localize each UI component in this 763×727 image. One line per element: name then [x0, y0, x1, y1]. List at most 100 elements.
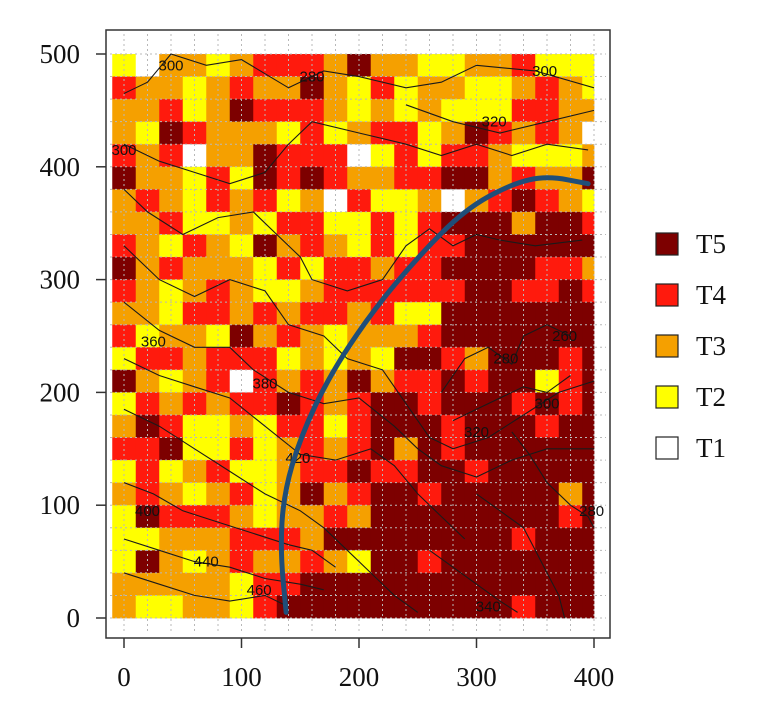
- heatmap-cell: [206, 595, 231, 619]
- heatmap-cell: [300, 347, 325, 371]
- heatmap-cell: [441, 166, 466, 190]
- heatmap-cell: [558, 392, 583, 416]
- heatmap-cell: [558, 279, 583, 303]
- heatmap-cell: [488, 392, 513, 416]
- heatmap-cell: [182, 257, 207, 280]
- heatmap-cell: [535, 257, 560, 280]
- heatmap-cell: [253, 257, 278, 280]
- legend-label: T5: [696, 229, 726, 259]
- heatmap-cell: [112, 76, 137, 100]
- heatmap-cell: [511, 257, 536, 280]
- heatmap-cell: [582, 324, 595, 348]
- contour-line: [123, 121, 589, 185]
- heatmap-cell: [112, 595, 137, 619]
- heatmap-cell: [229, 369, 254, 393]
- heatmap-cell: [206, 302, 231, 326]
- contour-line: [452, 375, 571, 422]
- heatmap-cell: [182, 414, 207, 438]
- heatmap-cell: [112, 392, 137, 416]
- y-tick-label: 100: [40, 490, 81, 520]
- heatmap-cell: [582, 414, 595, 438]
- contour-label: 460: [247, 582, 272, 599]
- heatmap-cell: [253, 505, 278, 529]
- heatmap-cell: [370, 550, 395, 574]
- heatmap-cell: [135, 279, 160, 303]
- contour-label: 260: [552, 328, 577, 345]
- heatmap-cell: [511, 550, 536, 574]
- heatmap-cell: [229, 392, 254, 416]
- heatmap-cell: [511, 460, 536, 484]
- x-tick-label: 200: [339, 662, 380, 692]
- heatmap-cell: [182, 505, 207, 529]
- heatmap-cell: [135, 324, 160, 348]
- heatmap-cell: [464, 414, 489, 438]
- heatmap-cell: [253, 392, 278, 416]
- heatmap-cell: [582, 76, 595, 100]
- heatmap-cell: [229, 166, 254, 190]
- heatmap-cell: [370, 211, 395, 235]
- heatmap-cell: [182, 324, 207, 348]
- heatmap-cell: [347, 257, 372, 280]
- x-tick-label: 300: [456, 662, 497, 692]
- heatmap-cell: [558, 257, 583, 280]
- heatmap-cell: [535, 211, 560, 235]
- heatmap-cell: [253, 595, 278, 619]
- heatmap-cell: [535, 302, 560, 326]
- heatmap-cell: [441, 550, 466, 574]
- contour-line: [123, 189, 583, 292]
- contour-label: 300: [532, 63, 557, 80]
- heatmap-cell: [135, 302, 160, 326]
- heatmap-cell: [276, 414, 301, 438]
- heatmap-cell: [253, 550, 278, 574]
- heatmap-cell: [464, 279, 489, 303]
- heatmap-cell: [417, 166, 442, 190]
- heatmap-cell: [535, 505, 560, 529]
- heatmap-cell: [417, 76, 442, 100]
- heatmap-cell: [276, 166, 301, 190]
- heatmap-cell: [135, 595, 160, 619]
- heatmap-cell: [182, 279, 207, 303]
- heatmap-cell: [112, 550, 137, 574]
- contour-lines: [123, 53, 595, 619]
- contour-line: [440, 324, 571, 393]
- heatmap-cell: [159, 211, 184, 235]
- heatmap-cell: [300, 595, 325, 619]
- heatmap-cell: [229, 550, 254, 574]
- legend-label: T3: [696, 331, 726, 361]
- heatmap-cell: [300, 302, 325, 326]
- heatmap-cell: [441, 302, 466, 326]
- heatmap-cell: [206, 324, 231, 348]
- heatmap-cell: [253, 347, 278, 371]
- contour-label: 440: [194, 554, 219, 571]
- heatmap-cell: [253, 166, 278, 190]
- heatmap-cell: [441, 257, 466, 280]
- heatmap-cell: [323, 302, 348, 326]
- heatmap-cell: [582, 211, 595, 235]
- heatmap-cell: [558, 324, 583, 348]
- contour-line: [476, 493, 566, 619]
- legend-swatch: [655, 436, 679, 460]
- heatmap-cell: [441, 460, 466, 484]
- heatmap-cell: [511, 414, 536, 438]
- heatmap-cell: [253, 121, 278, 145]
- heatmap-cell: [394, 211, 419, 235]
- heatmap-cell: [276, 257, 301, 280]
- heatmap-cell: [276, 324, 301, 348]
- heatmap-cell: [394, 369, 419, 393]
- heatmap-cell: [417, 460, 442, 484]
- heatmap-cell: [417, 324, 442, 348]
- legend: T5 T4 T3 T2 T1: [655, 229, 726, 463]
- heatmap-cell: [511, 595, 536, 619]
- heatmap-cell: [229, 76, 254, 100]
- heatmap-cell: [159, 279, 184, 303]
- heatmap-cell: [464, 595, 489, 619]
- contour-label: 280: [299, 69, 324, 86]
- heatmap-cell: [370, 279, 395, 303]
- heatmap-cell: [347, 166, 372, 190]
- contour-label: 280: [579, 503, 604, 520]
- heatmap-cell: [582, 482, 595, 506]
- heatmap-cell: [464, 76, 489, 100]
- heatmap-cell: [464, 369, 489, 393]
- heatmap-cell: [135, 76, 160, 100]
- heatmap-cell: [464, 505, 489, 529]
